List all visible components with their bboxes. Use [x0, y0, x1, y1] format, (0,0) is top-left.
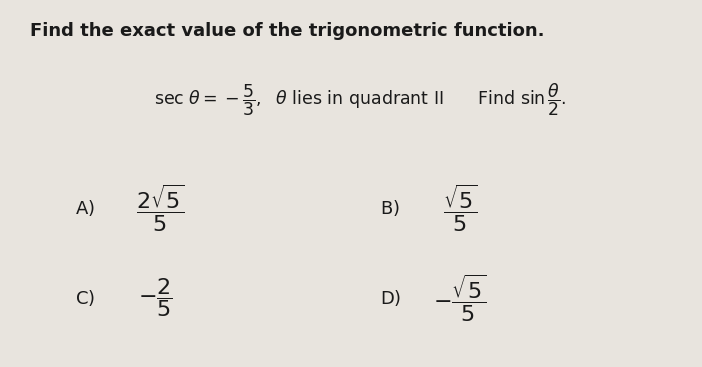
Text: Find the exact value of the trigonometric function.: Find the exact value of the trigonometri…	[30, 22, 545, 40]
Text: $\dfrac{2\sqrt{5}}{5}$: $\dfrac{2\sqrt{5}}{5}$	[135, 182, 185, 234]
Text: $-\dfrac{\sqrt{5}}{5}$: $-\dfrac{\sqrt{5}}{5}$	[433, 272, 486, 324]
Text: $-\dfrac{2}{5}$: $-\dfrac{2}{5}$	[138, 276, 173, 319]
Text: $\mathrm{A)}$: $\mathrm{A)}$	[75, 198, 95, 218]
Text: $\mathrm{B)}$: $\mathrm{B)}$	[380, 198, 400, 218]
Text: $\dfrac{\sqrt{5}}{5}$: $\dfrac{\sqrt{5}}{5}$	[443, 182, 477, 234]
Text: $\mathrm{sec}\ \theta = -\dfrac{5}{3},\ \ \theta\ \mathrm{lies\ in\ quadrant\ II: $\mathrm{sec}\ \theta = -\dfrac{5}{3},\ …	[154, 82, 567, 118]
Text: $\mathrm{C)}$: $\mathrm{C)}$	[75, 288, 95, 308]
Text: $\mathrm{D)}$: $\mathrm{D)}$	[380, 288, 402, 308]
